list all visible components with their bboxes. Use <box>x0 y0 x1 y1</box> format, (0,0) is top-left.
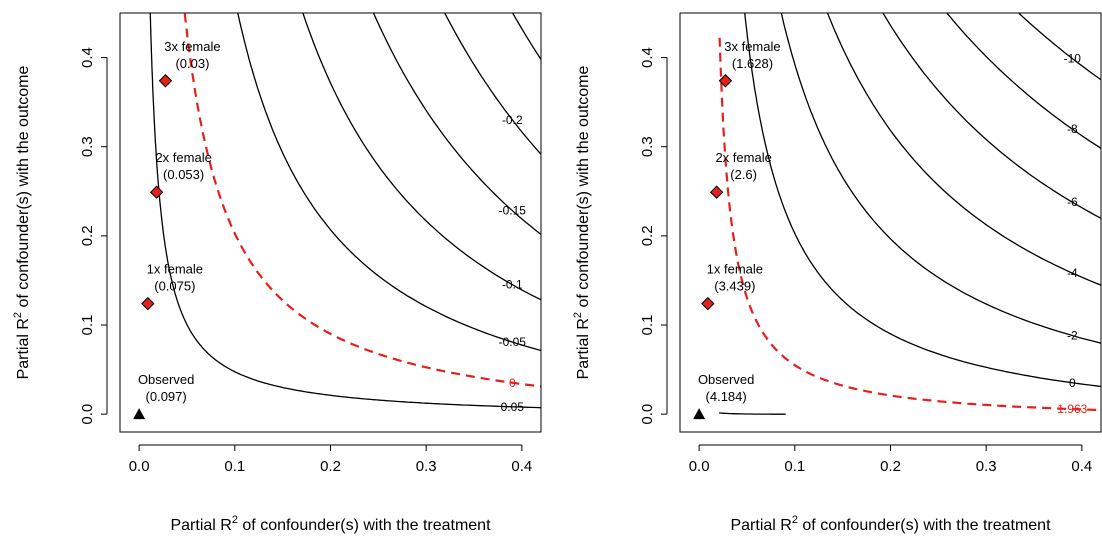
y-tick-label-3: 0.3 <box>79 136 96 157</box>
y-tick-label-0: 0.0 <box>639 404 656 425</box>
y-tick-label-1: 0.1 <box>639 315 656 336</box>
point-marker-2 <box>149 185 164 199</box>
contour-line-6 <box>511 13 541 60</box>
point-value-2: (2.6) <box>730 167 757 182</box>
contour-line-4 <box>372 13 541 235</box>
contour-label-2: 0 <box>1069 376 1076 390</box>
contour-line-5 <box>882 13 1101 219</box>
contour-label-4: -0.15 <box>499 204 527 218</box>
contour-panel-2: 1.963 0 -2 -4 -6 -8 -10 Observed (4.184) 1x femal… <box>572 12 1102 534</box>
y-tick-label-1: 0.1 <box>79 315 96 336</box>
point-marker-observed <box>693 408 706 420</box>
contour-line-0 <box>718 412 786 415</box>
x-tick-label-4: 0.4 <box>511 458 532 475</box>
point-label-2: 2x female <box>155 150 211 165</box>
contour-line-7 <box>1017 13 1101 81</box>
point-label-1: 1x female <box>707 262 763 277</box>
contour-label-3: -2 <box>1067 329 1078 343</box>
point-label-0: Observed <box>138 372 194 387</box>
contour-line-3 <box>302 13 541 301</box>
y-axis-title: Partial R2 of confounder(s) with the out… <box>572 65 592 379</box>
point-value-0: (0.097) <box>146 389 187 404</box>
contour-line-1 <box>718 37 1101 412</box>
point-value-3: (0.03) <box>175 56 209 71</box>
y-tick-label-3: 0.3 <box>639 136 656 157</box>
contour-label-4: -4 <box>1067 266 1078 280</box>
x-tick-label-3: 0.3 <box>416 458 437 475</box>
contour-line-3 <box>780 13 1101 344</box>
point-label-3: 3x female <box>724 39 780 54</box>
point-marker-observed <box>133 408 146 420</box>
point-value-1: (3.439) <box>714 279 755 294</box>
point-value-1: (0.075) <box>154 279 195 294</box>
y-tick-label-0: 0.0 <box>79 404 96 425</box>
contour-line-6 <box>946 13 1101 149</box>
y-tick-label-4: 0.4 <box>639 47 656 68</box>
contour-label-1: 1.963 <box>1057 402 1087 416</box>
contour-label-6: -8 <box>1067 122 1078 136</box>
y-axis-title: Partial R2 of confounder(s) with the out… <box>12 65 32 379</box>
x-tick-label-0: 0.0 <box>129 458 150 475</box>
contour-line-5 <box>443 13 541 155</box>
x-tick-label-1: 0.1 <box>784 458 805 475</box>
y-tick-label-2: 0.2 <box>639 225 656 246</box>
contour-label-3: -0.1 <box>502 278 523 292</box>
point-marker-3 <box>718 74 733 88</box>
plot-frame <box>679 12 1102 433</box>
x-tick-label-2: 0.2 <box>320 458 341 475</box>
x-axis-title: Partial R2 of confounder(s) with the tre… <box>170 514 491 534</box>
point-label-1: 1x female <box>147 262 203 277</box>
y-tick-label-4: 0.4 <box>79 47 96 68</box>
x-tick-label-3: 0.3 <box>976 458 997 475</box>
point-marker-3 <box>158 74 173 88</box>
contour-line-2 <box>237 13 541 352</box>
point-value-2: (0.053) <box>163 167 204 182</box>
contour-line-1 <box>183 13 541 388</box>
point-marker-1 <box>141 296 155 311</box>
point-marker-1 <box>701 296 715 311</box>
plot-frame <box>119 12 542 433</box>
point-value-3: (1.628) <box>732 56 773 71</box>
point-marker-2 <box>709 185 724 199</box>
contour-line-4 <box>826 13 1101 286</box>
point-label-2: 2x female <box>715 150 771 165</box>
contour-line-2 <box>744 13 1101 388</box>
contour-label-2: -0.05 <box>499 335 527 349</box>
x-tick-label-2: 0.2 <box>880 458 901 475</box>
contour-label-1: 0 <box>509 376 516 390</box>
x-axis-title: Partial R2 of confounder(s) with the tre… <box>730 514 1051 534</box>
x-tick-label-1: 0.1 <box>224 458 245 475</box>
x-tick-label-0: 0.0 <box>689 458 710 475</box>
plot-area <box>149 13 541 409</box>
plot-area <box>718 13 1101 415</box>
contour-label-5: -0.2 <box>502 113 523 127</box>
contour-line-0 <box>149 13 541 409</box>
contour-label-7: -10 <box>1064 52 1082 66</box>
contour-label-5: -6 <box>1067 195 1078 209</box>
point-label-3: 3x female <box>164 39 220 54</box>
contour-label-0: 0.05 <box>501 400 525 414</box>
point-value-0: (4.184) <box>706 389 747 404</box>
x-tick-label-4: 0.4 <box>1071 458 1092 475</box>
point-label-0: Observed <box>698 372 754 387</box>
contour-panel-1: 0.05 0 -0.05 -0.1 -0.15 -0.2 Observed (0.097) 1x… <box>12 12 542 534</box>
y-tick-label-2: 0.2 <box>79 225 96 246</box>
